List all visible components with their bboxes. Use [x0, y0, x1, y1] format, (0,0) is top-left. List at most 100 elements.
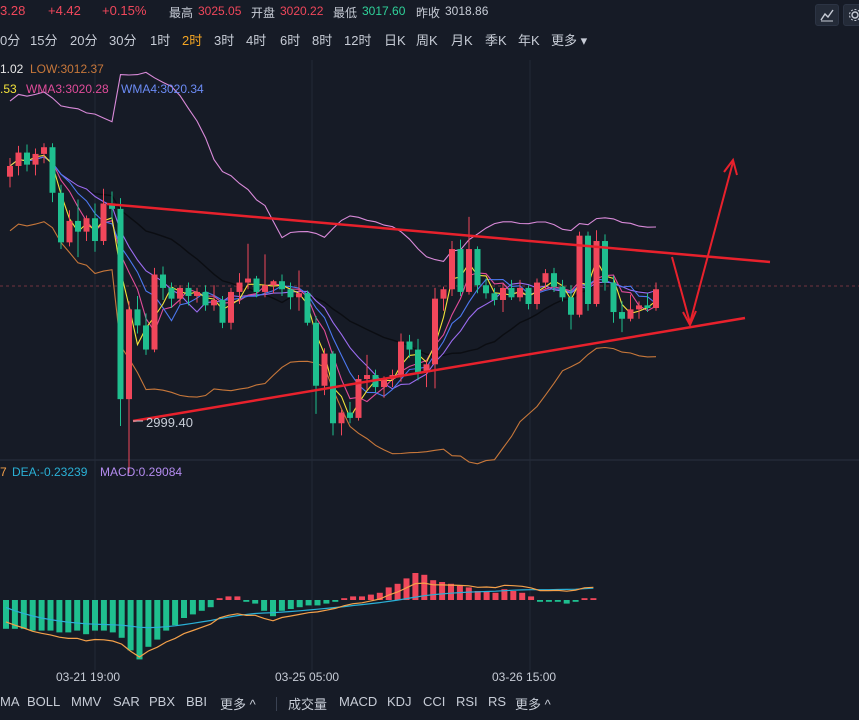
indicator-main-1[interactable]: BOLL — [27, 694, 61, 709]
macd-bar — [136, 600, 143, 660]
candle — [602, 234, 608, 291]
candle — [551, 267, 557, 292]
x-tick-label: 03-26 15:00 — [492, 670, 556, 684]
timeframe-1时[interactable]: 1时 — [150, 33, 171, 48]
high-value: 3025.05 — [198, 4, 242, 18]
timeframe-周K[interactable]: 周K — [416, 33, 438, 48]
indicator-sub-3[interactable]: CCI — [423, 694, 446, 709]
timeframe-30分[interactable]: 30分 — [109, 33, 137, 48]
legend-mid-value: 1.02 — [0, 62, 24, 76]
lower-trendline[interactable] — [132, 316, 746, 423]
timeframe-日K[interactable]: 日K — [384, 33, 406, 48]
indicator-sub-1[interactable]: MACD — [339, 694, 378, 709]
macd-bar — [332, 600, 339, 602]
macd-bar — [83, 600, 90, 635]
macd-bar — [492, 592, 499, 600]
macd-bar — [11, 600, 18, 629]
macd-bar — [528, 596, 535, 600]
timeframe-月K[interactable]: 月K — [451, 33, 473, 48]
timeframe-2时[interactable]: 2时 — [182, 33, 203, 48]
timeframe-季K[interactable]: 季K — [485, 33, 507, 48]
legend-wma4: WMA4:3020.34 — [121, 82, 204, 96]
candle — [270, 279, 277, 294]
candle — [287, 282, 294, 310]
timeframe-6时[interactable]: 6时 — [280, 33, 301, 48]
candle — [423, 360, 430, 388]
line-tool-icon[interactable] — [815, 4, 839, 26]
open-label: 开盘 — [251, 6, 276, 20]
down-arrow-icon — [682, 310, 697, 328]
timeframe-4时[interactable]: 4时 — [246, 33, 267, 48]
candle — [83, 215, 90, 242]
candle — [457, 239, 464, 296]
indicator-sub-2[interactable]: KDJ — [387, 694, 412, 709]
candle — [7, 157, 13, 188]
legend-wma3: WMA3:3020.28 — [26, 82, 109, 96]
timeframe-more[interactable]: 更多 ▾ — [551, 33, 588, 48]
macd-bar — [127, 600, 134, 651]
candle — [236, 273, 243, 304]
low-value: 3017.60 — [362, 4, 406, 18]
macd-bar — [439, 582, 446, 600]
macd-bar — [545, 600, 552, 602]
macd-bar — [581, 598, 588, 600]
indicator-sub-4[interactable]: RSI — [456, 694, 478, 709]
candle — [466, 216, 472, 295]
macd-bar — [198, 600, 205, 611]
indicator-main-6[interactable]: 更多 ^ — [220, 697, 256, 712]
indicator-main-0[interactable]: MA — [0, 694, 20, 709]
timeframe-年K[interactable]: 年K — [518, 33, 540, 48]
macd-bar — [367, 594, 374, 600]
candle — [177, 285, 183, 304]
timeframe-0分[interactable]: 0分 — [0, 33, 21, 48]
macd-bar — [474, 591, 481, 600]
settings-icon[interactable] — [843, 4, 859, 26]
macd-bar — [572, 600, 579, 602]
legend-low: LOW:3012.37 — [30, 62, 104, 76]
macd-bar — [296, 600, 303, 608]
indicator-sub-5[interactable]: RS — [488, 694, 507, 709]
candle — [228, 287, 234, 330]
candle — [517, 279, 523, 302]
macd-bar — [305, 600, 312, 606]
candle — [508, 279, 515, 300]
upper-trendline[interactable] — [106, 202, 771, 264]
candle — [151, 267, 158, 353]
candle — [474, 246, 481, 294]
indicator-sub-6[interactable]: 更多 ^ — [515, 697, 551, 712]
indicator-main-4[interactable]: PBX — [149, 694, 176, 709]
candle — [245, 243, 251, 290]
indicator-main-3[interactable]: SAR — [113, 694, 140, 709]
candle — [117, 198, 124, 426]
candle — [304, 290, 311, 326]
timeframe-20分[interactable]: 20分 — [70, 33, 98, 48]
macd-bar — [278, 600, 285, 611]
timeframe-3时[interactable]: 3时 — [214, 33, 235, 48]
timeframe-8时[interactable]: 8时 — [312, 33, 333, 48]
macd-bar — [145, 600, 152, 647]
last-price: 3.28 — [0, 3, 26, 18]
candle — [330, 350, 336, 436]
timeframe-15分[interactable]: 15分 — [30, 33, 58, 48]
x-tick-label: 03-25 05:00 — [275, 670, 339, 684]
candle — [483, 278, 489, 299]
macd-bar — [519, 592, 526, 600]
macd-bar — [65, 600, 72, 633]
candle — [219, 295, 226, 329]
indicator-main-2[interactable]: MMV — [71, 694, 102, 709]
candle — [211, 285, 217, 311]
prev-close-label: 昨收 — [416, 6, 441, 20]
candle — [542, 269, 549, 290]
timeframe-12时[interactable]: 12时 — [344, 33, 372, 48]
indicator-sub-0[interactable]: 成交量 — [288, 697, 328, 712]
candle — [406, 334, 413, 358]
indicator-main-5[interactable]: BBI — [186, 694, 207, 709]
macd-bar — [590, 598, 597, 600]
macd-bar — [207, 600, 214, 608]
candle — [279, 274, 285, 296]
candle — [41, 143, 47, 164]
macd-bar — [421, 574, 428, 600]
candle — [338, 409, 345, 436]
macd-bar — [261, 600, 268, 611]
